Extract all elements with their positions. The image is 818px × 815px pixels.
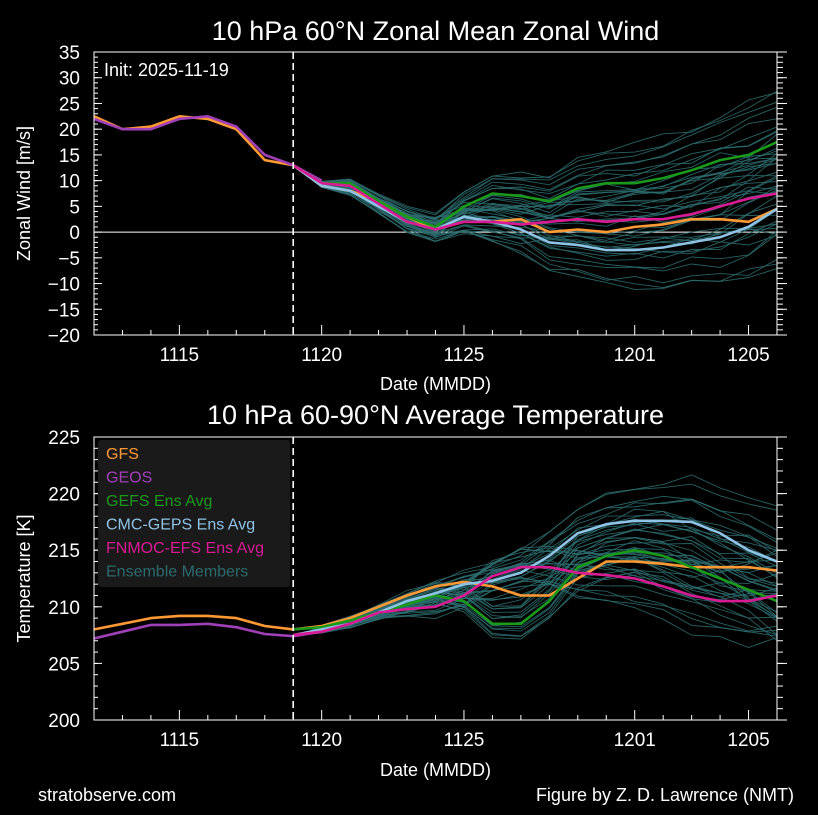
ensemble-member-line [292,164,777,255]
y-tick-label: 220 [48,485,80,506]
ensemble-member-line [292,164,777,272]
chart-title: 10 hPa 60°N Zonal Mean Zonal Wind [212,16,660,46]
x-tick-label: 1125 [444,730,485,751]
y-tick-label: 0 [69,223,80,244]
ensemble-member-line [293,474,777,636]
y-axis-label: Zonal Wind [m/s] [14,126,34,261]
ensemble-member-line [292,164,777,269]
legend-entry: FNMOC-EFS Ens Avg [106,540,264,557]
x-tick-label: 1125 [444,345,485,366]
chart-title: 10 hPa 60-90°N Average Temperature [207,400,664,430]
y-tick-label: −15 [48,300,80,321]
x-tick-label: 1115 [160,345,199,366]
init-annotation: Init: 2025-11-19 [104,60,229,80]
temperature-panel: 10 hPa 60-90°N Average Temperature Date (… [14,400,787,780]
series-line-fnmoc [293,565,777,637]
plot-frame [93,436,778,721]
ensemble-member-line [292,90,777,216]
y-axis-label: Temperature [K] [14,514,34,642]
y-tick-label: 15 [59,146,80,167]
x-tick-label: 1201 [614,345,656,366]
x-tick-label: 1120 [301,345,342,366]
series-line-gefs [292,140,777,229]
ensemble-member-line [293,546,777,636]
wind-panel: 10 hPa 60°N Zonal Mean Zonal Wind Date (M… [14,16,787,394]
plot-area [94,474,777,648]
ensemble-member-line [293,580,777,637]
ensemble-member-line [293,578,777,636]
plot-frame [93,51,778,336]
y-tick-label: 30 [59,69,80,90]
ensemble-member-line [292,106,777,221]
y-tick-label: 20 [59,120,80,141]
legend-entry: CMC-GEPS Ens Avg [106,517,255,534]
ensemble-member-line [292,164,777,284]
y-tick-label: 205 [48,654,80,675]
ensemble-member-line [292,147,777,219]
series-line-geos [94,115,323,182]
y-tick-label: 5 [69,197,80,218]
ensemble-member-line [292,131,777,225]
footer-credit: Figure by Z. D. Lawrence (NMT) [535,785,794,805]
ensemble-member-line [292,164,777,290]
ensemble-member-line [293,542,777,630]
x-tick-label: 1205 [727,730,769,751]
legend-entry: GFS [106,446,139,463]
y-tick-label: 10 [59,172,80,193]
x-tick-label: 1120 [301,730,342,751]
x-tick-label: 1205 [727,345,769,366]
ensemble-member-line [293,583,777,648]
y-tick-label: 210 [48,598,80,619]
x-axis-label: Date (MMDD) [380,760,491,780]
ensemble-member-line [293,559,777,636]
ensemble-member-line [293,576,777,636]
legend-entry: GEOS [106,470,152,487]
series-line-cmc [292,164,777,252]
ensemble-member-line [293,568,777,637]
y-tick-label: 225 [48,428,80,449]
legend-entry: Ensemble Members [106,564,248,581]
plot-area [94,90,777,290]
y-tick-label: −10 [48,275,80,296]
legend-box [98,440,290,587]
y-tick-label: 25 [59,94,80,115]
x-tick-label: 1115 [160,730,199,751]
y-tick-label: −20 [48,326,80,347]
x-axis-label: Date (MMDD) [380,374,491,394]
y-tick-label: 215 [48,541,80,562]
legend-entry: GEFS Ens Avg [106,493,212,510]
series-line-fnmoc [292,164,777,231]
ensemble-member-line [292,92,777,214]
ensemble-member-line [292,101,777,220]
y-tick-label: 35 [59,43,80,64]
series-line-gfs [94,560,777,631]
y-tick-label: −5 [58,249,80,270]
y-tick-label: 200 [48,711,80,732]
x-tick-label: 1201 [614,730,656,751]
series-line-geos [94,622,322,640]
ensemble-member-line [293,545,777,636]
footer-site[interactable]: stratobserve.com [38,785,177,805]
